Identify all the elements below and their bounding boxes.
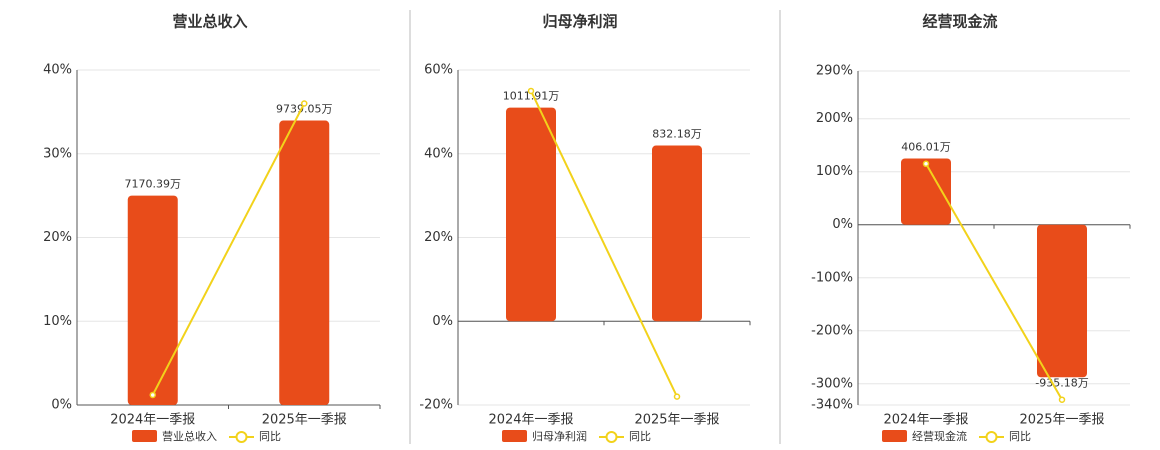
legend-point — [985, 431, 998, 443]
y-tick-label: 0% — [832, 217, 853, 232]
legend-label: 经营现金流 — [912, 429, 967, 443]
y-tick-label: -100% — [811, 270, 853, 285]
y-tick-label: 30% — [43, 146, 72, 161]
y-tick-label: 40% — [43, 63, 72, 78]
x-tick-label: 2025年一季报 — [262, 413, 347, 428]
y-tick-label: -200% — [811, 323, 853, 338]
bar — [506, 107, 556, 322]
legend-label: 同比 — [259, 430, 281, 443]
y-tick-label: -20% — [419, 398, 453, 413]
legend-label: 同比 — [1009, 430, 1031, 443]
line-point — [922, 160, 930, 168]
legend-swatch — [132, 430, 157, 442]
y-tick-label: 40% — [424, 146, 453, 161]
legend-point — [605, 431, 618, 443]
y-tick-label: 10% — [43, 314, 72, 329]
y-tick-label: -340% — [811, 398, 853, 413]
legend-swatch — [502, 430, 527, 442]
legend-swatch — [882, 430, 907, 442]
chart-title: 营业总收入 — [172, 13, 247, 31]
x-tick-label: 2025年一季报 — [634, 413, 719, 428]
value-label: -935.18万 — [1035, 376, 1088, 389]
legend-label: 归母净利润 — [532, 429, 587, 443]
line — [530, 90, 678, 398]
y-tick-label: 20% — [424, 230, 453, 245]
x-tick-label: 2024年一季报 — [488, 413, 573, 428]
legend-label: 同比 — [629, 430, 651, 443]
legend-point — [235, 431, 248, 443]
y-tick-label: 20% — [43, 230, 72, 245]
x-tick-label: 2025年一季报 — [1019, 413, 1104, 428]
bar — [279, 120, 330, 405]
line-point — [301, 100, 308, 107]
chart-title: 归母净利润 — [542, 13, 617, 31]
y-tick-label: 60% — [424, 63, 453, 78]
line-point — [149, 391, 156, 399]
chart-title: 经营现金流 — [922, 13, 997, 31]
y-tick-label: 100% — [816, 164, 853, 179]
legend-label: 营业总收入 — [162, 429, 217, 443]
value-label: 7170.39万 — [125, 178, 182, 191]
y-tick-label: 200% — [816, 111, 853, 126]
line — [151, 103, 306, 396]
line-point — [673, 393, 681, 400]
y-tick-label: 0% — [432, 314, 453, 329]
y-tick-label: -300% — [811, 376, 853, 391]
value-label: 832.18万 — [652, 128, 702, 141]
bar — [652, 145, 702, 322]
line-point — [527, 87, 535, 95]
y-tick-label: 0% — [51, 398, 72, 413]
y-tick-label: 290% — [816, 64, 853, 79]
value-label: 9739.05万 — [276, 103, 333, 116]
bar — [1037, 224, 1087, 378]
line — [925, 163, 1063, 401]
bar — [127, 195, 178, 405]
bar — [901, 158, 951, 225]
x-tick-label: 2024年一季报 — [110, 413, 195, 428]
value-label: 406.01万 — [901, 140, 951, 153]
value-label: 1011.91万 — [503, 90, 560, 103]
line-point — [1058, 396, 1066, 403]
x-tick-label: 2024年一季报 — [883, 413, 968, 428]
